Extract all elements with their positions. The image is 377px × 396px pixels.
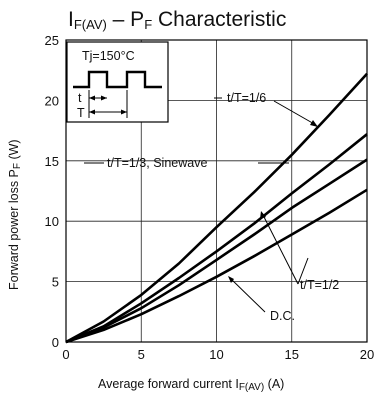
plot-frame [65, 39, 368, 343]
y-tick-label: 0 [52, 335, 59, 350]
y-tick-label: 5 [52, 275, 59, 290]
y-tick-label: 15 [45, 154, 59, 169]
series-line-3 [65, 158, 368, 344]
y-tick-label: 10 [45, 214, 59, 229]
x-tick-label: 10 [209, 347, 223, 362]
series-line-2 [65, 133, 368, 344]
x-tick-label: 0 [62, 347, 69, 362]
curves [65, 72, 368, 344]
T-label: T [77, 106, 85, 120]
y-tick-label: 25 [45, 33, 59, 48]
chart-title: IF(AV) – PF Characteristic [68, 8, 286, 32]
y-tick-label: 20 [45, 93, 59, 108]
label-1-2: t/T=1/2 [300, 278, 339, 292]
label-1-3: t/T=1/3, Sinewave [107, 156, 207, 170]
series-line-4 [65, 188, 368, 344]
x-tick-label: 15 [285, 347, 299, 362]
pulse-waveform [73, 70, 162, 89]
x-tick-label: 5 [138, 347, 145, 362]
tj-label: Tj=150°C [82, 49, 135, 63]
y-axis-label: Forward power loss PF (W) [7, 139, 23, 290]
label-1-6: t/T=1/6 [227, 91, 266, 105]
curve-annotations: t/T=1/6 t/T=1/3, Sinewave t/T=1/2 D.C. [84, 91, 339, 323]
waveform-inset: Tj=150°C t T [66, 41, 169, 123]
x-axis-label: Average forward current IF(AV) (A) [98, 377, 284, 393]
t-label: t [78, 91, 82, 105]
x-tick-label: 20 [360, 347, 374, 362]
series-line-1 [65, 72, 368, 344]
tick-labels: 0 5 10 15 20 0 5 10 15 20 25 [45, 33, 375, 362]
label-dc: D.C. [270, 309, 295, 323]
